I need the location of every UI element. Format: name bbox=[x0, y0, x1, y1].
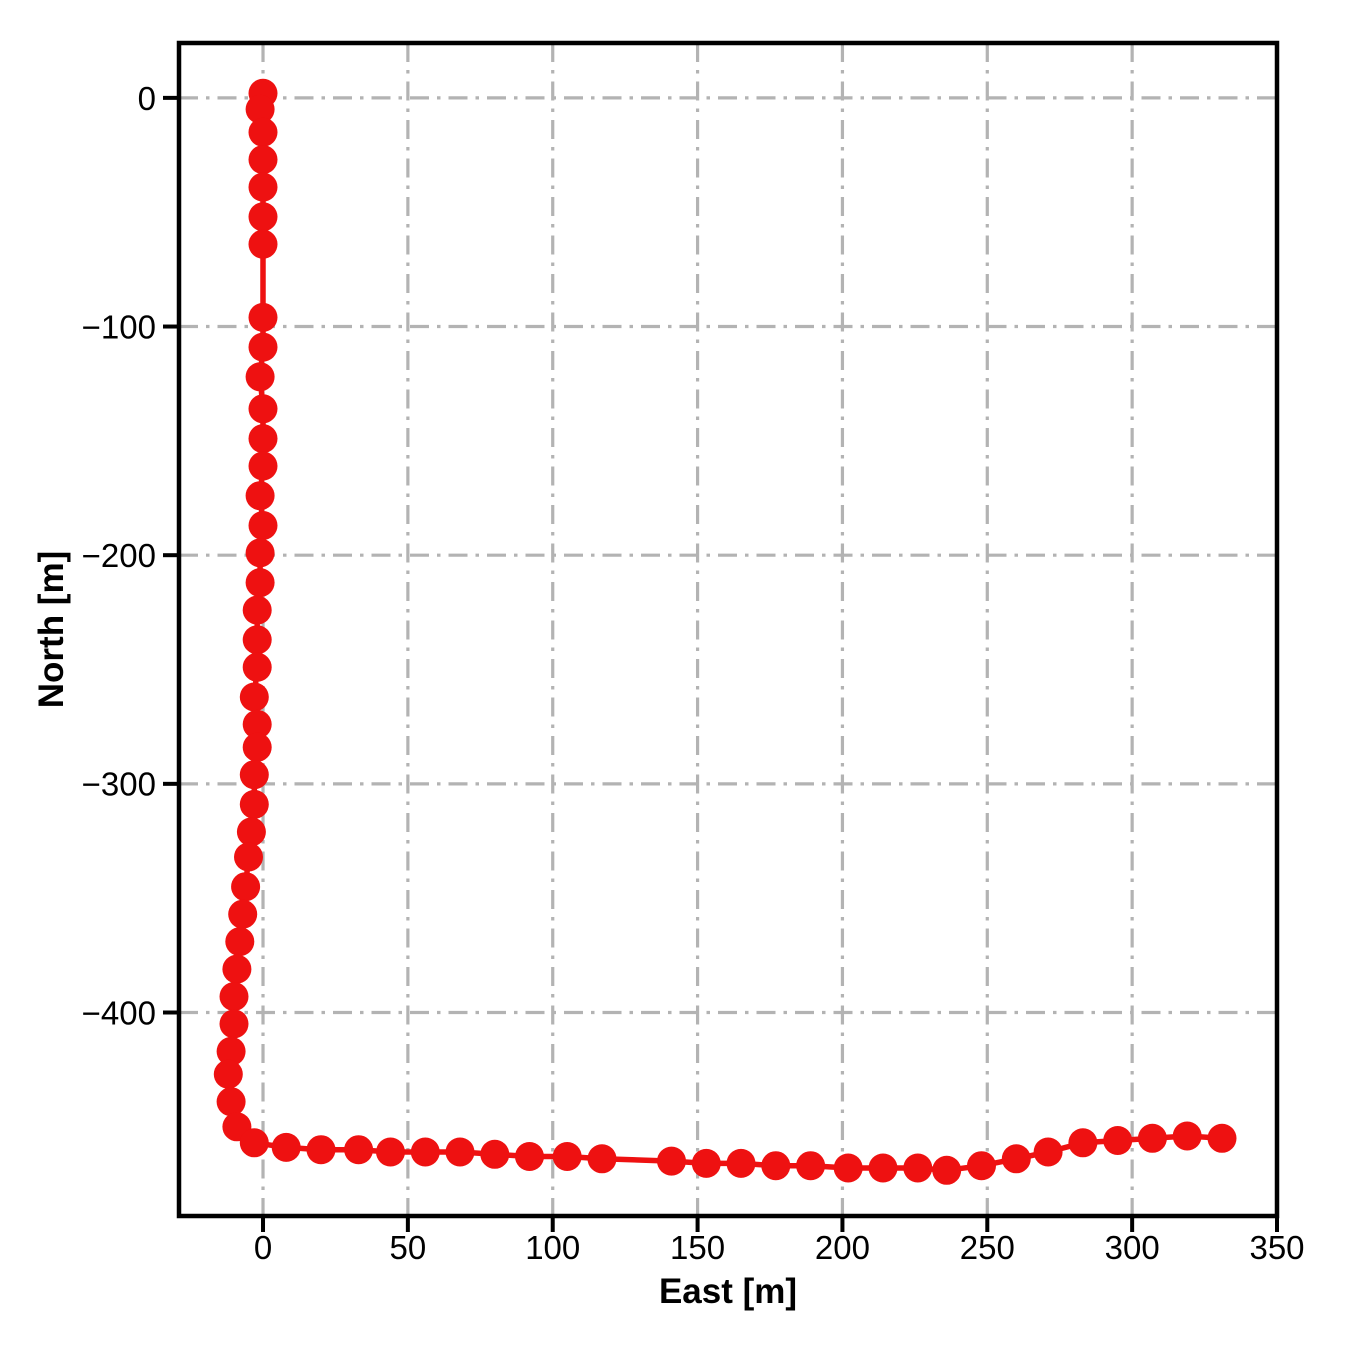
x-tick-label: 50 bbox=[390, 1229, 427, 1266]
data-point bbox=[248, 302, 278, 332]
x-tick-label: 300 bbox=[1105, 1229, 1160, 1266]
data-point bbox=[1033, 1137, 1063, 1167]
data-point bbox=[344, 1135, 374, 1165]
trajectory-line bbox=[225, 90, 1225, 1174]
data-point bbox=[248, 117, 278, 147]
data-point bbox=[213, 1059, 243, 1089]
data-point bbox=[248, 451, 278, 481]
data-point bbox=[216, 1087, 246, 1117]
data-point bbox=[219, 1009, 249, 1039]
data-point bbox=[410, 1137, 440, 1167]
data-point bbox=[225, 927, 255, 957]
data-point bbox=[1137, 1123, 1167, 1153]
data-point bbox=[242, 652, 272, 682]
data-point bbox=[833, 1153, 863, 1183]
data-point bbox=[248, 394, 278, 424]
data-point bbox=[761, 1151, 791, 1181]
data-point bbox=[242, 595, 272, 625]
data-point bbox=[248, 332, 278, 362]
x-tick-label: 250 bbox=[960, 1229, 1015, 1266]
plot-frame bbox=[176, 40, 1280, 1219]
y-tick-label: −300 bbox=[82, 766, 156, 803]
x-tick-label: 100 bbox=[525, 1229, 580, 1266]
data-point bbox=[480, 1139, 510, 1169]
y-tick-label: −400 bbox=[82, 994, 156, 1031]
x-tick-label: 350 bbox=[1249, 1229, 1304, 1266]
data-point bbox=[248, 145, 278, 175]
data-point bbox=[796, 1151, 826, 1181]
data-point bbox=[239, 760, 269, 790]
data-point bbox=[932, 1155, 962, 1185]
data-point bbox=[587, 1144, 617, 1174]
data-point bbox=[239, 789, 269, 819]
data-point bbox=[242, 732, 272, 762]
data-point bbox=[903, 1153, 933, 1183]
data-point bbox=[245, 362, 275, 392]
data-point bbox=[515, 1142, 544, 1171]
data-point bbox=[726, 1148, 756, 1178]
data-point bbox=[445, 1137, 475, 1167]
y-axis-title: North [m] bbox=[32, 551, 71, 708]
y-tick-label: 0 bbox=[138, 80, 156, 117]
data-point bbox=[967, 1151, 996, 1181]
data-point bbox=[242, 709, 272, 739]
data-point bbox=[657, 1146, 686, 1176]
data-point bbox=[231, 872, 261, 902]
data-point bbox=[248, 172, 278, 202]
data-point bbox=[239, 682, 269, 712]
data-point bbox=[245, 568, 275, 598]
data-point bbox=[868, 1153, 898, 1183]
data-point bbox=[216, 1036, 246, 1066]
axis-ticks bbox=[163, 95, 1279, 1232]
y-tick-label: −200 bbox=[82, 537, 156, 574]
y-tick-label: −100 bbox=[82, 308, 156, 345]
data-point bbox=[1001, 1144, 1031, 1174]
grid bbox=[179, 43, 1279, 1216]
data-point bbox=[1172, 1121, 1202, 1151]
x-tick-label: 200 bbox=[815, 1229, 870, 1266]
data-point bbox=[1068, 1128, 1098, 1158]
x-tick-label: 150 bbox=[670, 1229, 725, 1266]
trajectory-markers bbox=[213, 78, 1237, 1185]
data-point bbox=[376, 1137, 405, 1167]
data-point bbox=[1103, 1126, 1133, 1155]
data-point bbox=[242, 625, 272, 655]
data-point bbox=[306, 1135, 336, 1165]
data-point bbox=[219, 982, 249, 1011]
data-point bbox=[248, 424, 278, 454]
data-point bbox=[228, 899, 258, 929]
data-point bbox=[1207, 1123, 1237, 1153]
tick-labels: 0 50 100 150 200 250 300 350 0 −100 −200 −300 −400 bbox=[82, 80, 1305, 1266]
data-point bbox=[248, 511, 278, 540]
data-point bbox=[691, 1148, 721, 1178]
data-point bbox=[245, 481, 275, 511]
data-point bbox=[248, 202, 278, 232]
data-point bbox=[271, 1132, 301, 1162]
x-axis-title: East [m] bbox=[659, 1272, 797, 1311]
data-point bbox=[236, 817, 266, 847]
x-tick-label: 0 bbox=[254, 1229, 272, 1266]
data-point bbox=[245, 94, 275, 124]
data-point bbox=[552, 1142, 582, 1171]
data-point bbox=[222, 954, 252, 984]
data-point bbox=[234, 842, 263, 872]
data-point bbox=[245, 538, 275, 568]
data-point bbox=[248, 229, 278, 259]
data-point bbox=[239, 1128, 269, 1158]
